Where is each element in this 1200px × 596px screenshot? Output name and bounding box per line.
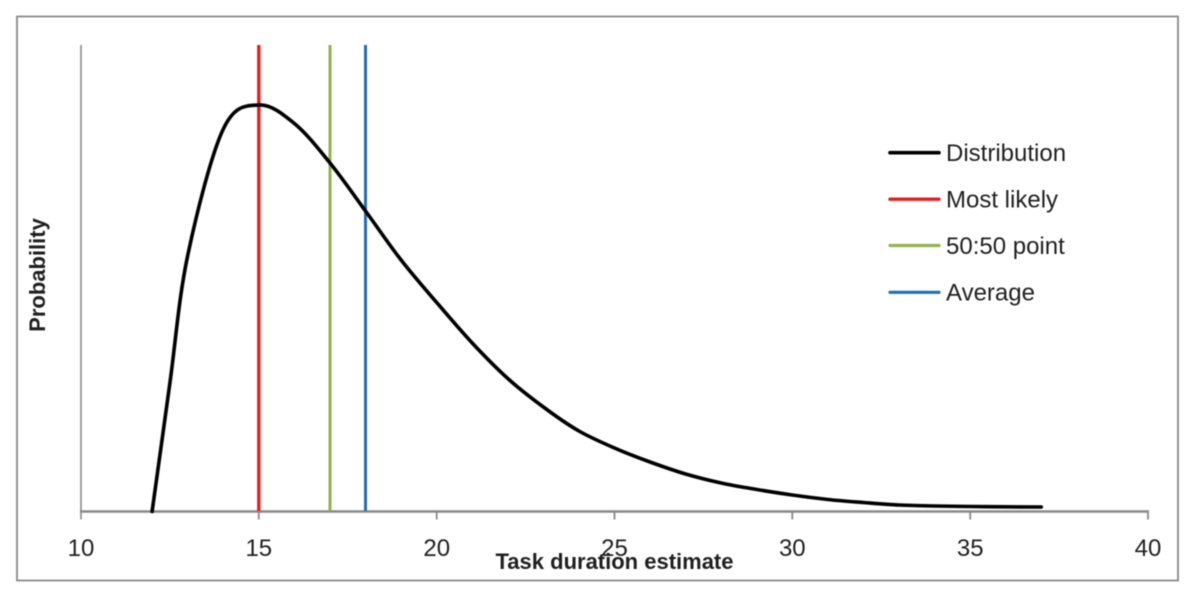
svg-text:25: 25: [601, 535, 628, 562]
svg-text:20: 20: [423, 535, 450, 562]
svg-text:Distribution: Distribution: [946, 140, 1066, 167]
svg-text:10: 10: [68, 535, 95, 562]
svg-text:Most likely: Most likely: [946, 187, 1058, 214]
svg-text:35: 35: [957, 535, 984, 562]
svg-text:15: 15: [245, 535, 272, 562]
svg-text:40: 40: [1135, 535, 1162, 562]
svg-text:Probability: Probability: [25, 217, 50, 331]
svg-text:30: 30: [779, 535, 806, 562]
svg-text:Average: Average: [946, 280, 1035, 307]
svg-text:50:50 point: 50:50 point: [946, 233, 1065, 260]
svg-text:Task duration estimate: Task duration estimate: [496, 549, 734, 574]
